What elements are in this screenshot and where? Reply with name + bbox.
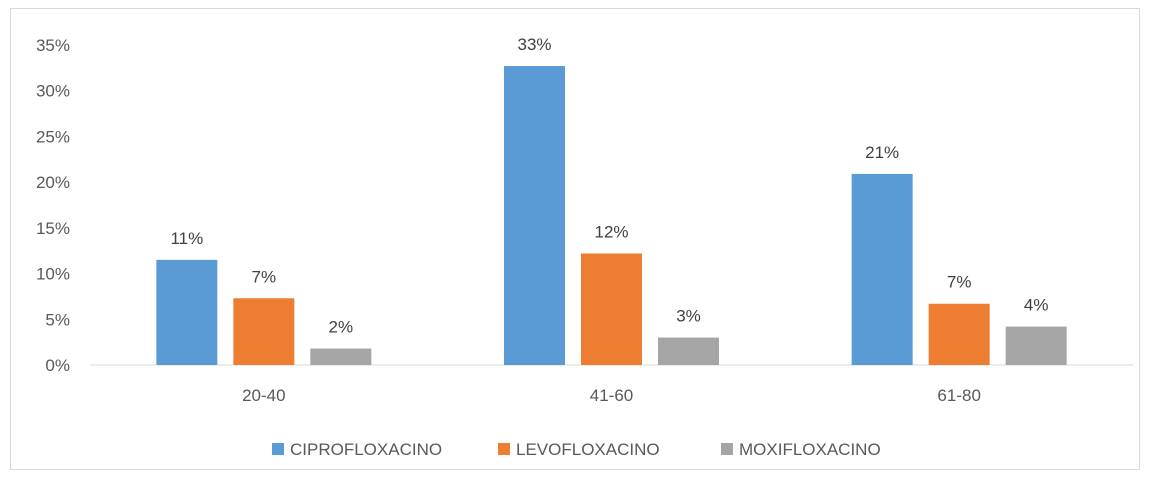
y-tick-label: 30% [36,82,70,101]
x-tick-label: 61-80 [937,386,980,405]
bar-ciprofloxacino-41-60 [504,66,565,366]
legend-swatch [721,443,733,455]
legend-swatch [498,443,510,455]
bar-moxifloxacino-61-80 [1005,326,1067,365]
bar-ciprofloxacino-61-80 [851,173,913,365]
x-tick-label: 20-40 [242,386,285,405]
legend-label: LEVOFLOXACINO [516,440,660,459]
bar-levofloxacino-61-80 [928,303,990,365]
x-axis-ticks: 20-40 41-60 61-80 [242,386,981,405]
y-tick-label: 0% [45,356,70,375]
bars-group [156,66,1067,366]
y-tick-label: 10% [36,265,70,284]
chart-frame [10,8,1140,470]
data-label: 21% [865,143,899,162]
data-label: 7% [947,273,972,292]
x-tick-label: 41-60 [590,386,633,405]
legend-swatch [272,443,284,455]
y-tick-label: 25% [36,127,70,146]
y-tick-label: 15% [36,219,70,238]
bar-ciprofloxacino-20-40 [156,259,218,365]
legend-label: CIPROFLOXACINO [290,440,442,459]
data-label: 33% [517,35,551,54]
bar-moxifloxacino-41-60 [658,337,719,365]
data-label: 11% [170,229,203,248]
bar-levofloxacino-20-40 [233,298,295,365]
y-tick-label: 20% [36,173,70,192]
data-label: 7% [252,267,277,286]
y-axis-ticks: 0% 5% 10% 15% 20% 25% 30% 35% [36,36,70,375]
data-label: 4% [1024,296,1049,315]
data-label: 3% [676,307,701,326]
y-tick-label: 5% [45,310,70,329]
data-labels-group: 11% 7% 2% 33% 12% 3% 21% 7% 4% [170,35,1048,337]
legend: CIPROFLOXACINO LEVOFLOXACINO MOXIFLOXACINO [272,440,881,459]
bar-levofloxacino-41-60 [581,253,642,365]
y-tick-label: 35% [36,36,70,55]
data-label: 12% [594,222,628,241]
data-label: 2% [329,318,354,337]
bar-moxifloxacino-20-40 [310,348,372,365]
legend-label: MOXIFLOXACINO [739,440,881,459]
